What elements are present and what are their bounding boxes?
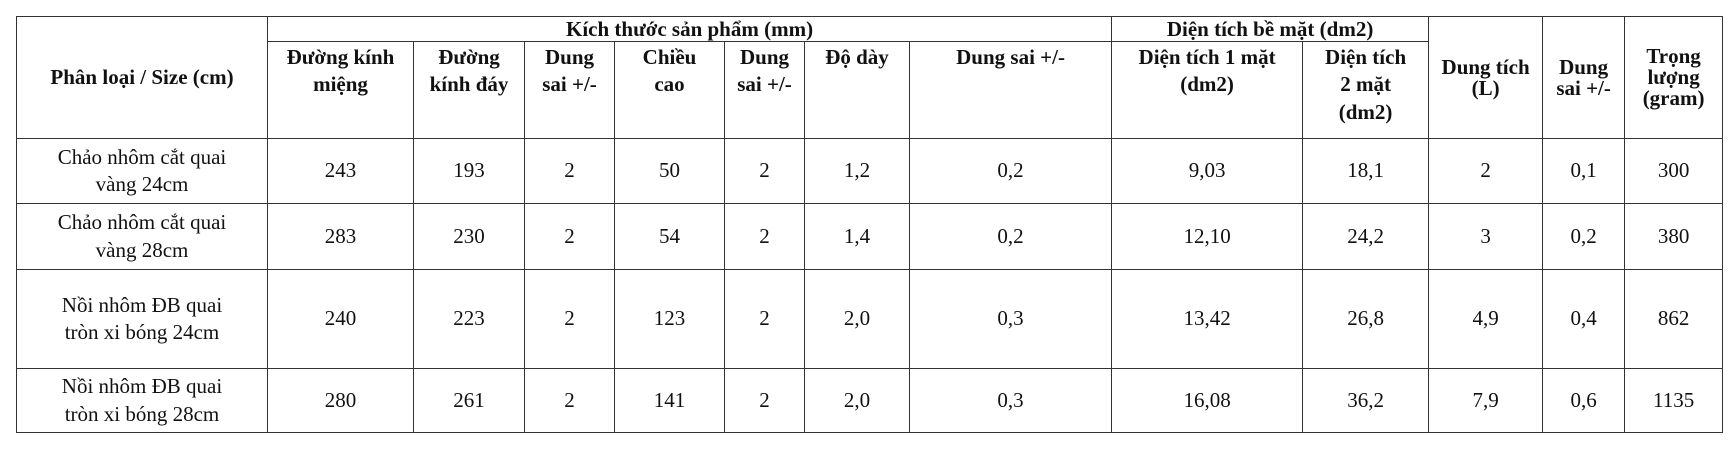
header-group: Diện tích bề mặt (dm2): [1111, 16, 1430, 42]
table-cell: 240: [267, 269, 414, 369]
table-cell: Chảo nhôm cắt quai vàng 24cm: [16, 138, 268, 204]
table-cell: 193: [413, 138, 525, 204]
table-cell: 1,4: [804, 203, 910, 270]
table-cell: 261: [413, 368, 525, 433]
table-cell: 0,3: [908, 368, 1113, 433]
spec-table: Phân loại / Size (cm) Kích thước sản phẩ…: [16, 16, 1724, 433]
table-cell: 7,9: [1428, 368, 1544, 433]
table-cell: 1135: [1624, 368, 1724, 433]
table-cell: 141: [614, 368, 725, 433]
header-cell: Dung sai +/-: [724, 41, 805, 139]
header-cell: Dung tích (L): [1428, 16, 1544, 139]
table-cell: 2: [524, 203, 615, 270]
table-cell: 9,03: [1111, 138, 1304, 204]
header-cell: Dung sai +/-: [524, 41, 615, 139]
table-cell: 2,0: [804, 269, 910, 369]
header-cell: Đường kính đáy: [413, 41, 525, 139]
table-cell: 13,42: [1111, 269, 1304, 369]
table-cell: Chảo nhôm cắt quai vàng 28cm: [16, 203, 268, 270]
table-cell: 243: [267, 138, 414, 204]
table-cell: 26,8: [1302, 269, 1430, 369]
table-cell: 50: [614, 138, 725, 204]
header-group: Kích thước sản phẩm (mm): [266, 16, 1113, 42]
table-cell: 2: [524, 368, 615, 433]
header-cell: Trọng lượng (gram): [1624, 16, 1724, 139]
table-cell: 862: [1624, 269, 1724, 369]
header-row: Phân loại / Size (cm) Kích thước sản phẩ…: [16, 16, 1724, 139]
table-cell: 0,2: [908, 203, 1113, 270]
table-cell: 12,10: [1111, 203, 1304, 270]
table-cell: 283: [267, 203, 414, 270]
table-cell: 2: [724, 368, 805, 433]
table-cell: Nồi nhôm ĐB quai tròn xi bóng 28cm: [16, 368, 268, 433]
table-cell: 2: [524, 269, 615, 369]
table-row: Nồi nhôm ĐB quai tròn xi bóng 24cm 240 223…: [16, 269, 1724, 369]
header-cell: Phân loại / Size (cm): [16, 16, 268, 139]
table-cell: 2: [724, 138, 805, 204]
header-cell: Dung sai +/-: [908, 41, 1113, 139]
header-cell: Diện tích 1 mặt (dm2): [1111, 41, 1304, 139]
table-cell: 380: [1624, 203, 1724, 270]
table-cell: 16,08: [1111, 368, 1304, 433]
table-cell: 4,9: [1428, 269, 1544, 369]
table-cell: 0,6: [1542, 368, 1626, 433]
table-cell: 300: [1624, 138, 1724, 204]
table-cell: 2: [524, 138, 615, 204]
table-cell: 0,4: [1542, 269, 1626, 369]
table-cell: 2: [724, 269, 805, 369]
header-cell: Độ dày: [804, 41, 910, 139]
table-cell: Nồi nhôm ĐB quai tròn xi bóng 24cm: [16, 269, 268, 369]
header-cell: Đường kính miệng: [267, 41, 414, 139]
table-cell: 123: [614, 269, 725, 369]
table-cell: 54: [614, 203, 725, 270]
table-cell: 18,1: [1302, 138, 1430, 204]
table-cell: 2: [1428, 138, 1544, 204]
table-cell: 0,2: [908, 138, 1113, 204]
table-cell: 1,2: [804, 138, 910, 204]
table-cell: 0,1: [1542, 138, 1626, 204]
table-cell: 36,2: [1302, 368, 1430, 433]
header-cell: Chiều cao: [614, 41, 725, 139]
table-cell: 2: [724, 203, 805, 270]
header-cell: Diện tích 2 mặt (dm2): [1302, 41, 1430, 139]
table-row: Nồi nhôm ĐB quai tròn xi bóng 28cm 280 261…: [16, 368, 1724, 433]
header-row: Đường kính miệng Đường kính đáy Dung sai +…: [17, 41, 1723, 139]
table-cell: 2,0: [804, 368, 910, 433]
table-cell: 230: [413, 203, 525, 270]
table-cell: 280: [267, 368, 414, 433]
header-cell: Dung sai +/-: [1542, 16, 1626, 139]
table-cell: 0,2: [1542, 203, 1626, 270]
table-row: Chảo nhôm cắt quai vàng 28cm 283 230 2 54 2 1,…: [16, 203, 1724, 270]
table-cell: 24,2: [1302, 203, 1430, 270]
table-row: Chảo nhôm cắt quai vàng 24cm 243 193 2 50 2 1,…: [16, 138, 1724, 204]
table-cell: 223: [413, 269, 525, 369]
table-body: Chảo nhôm cắt quai vàng 24cm 243 193 2 50 2 1,…: [16, 138, 1724, 433]
table-cell: 0,3: [908, 269, 1113, 369]
table-cell: 3: [1428, 203, 1544, 270]
